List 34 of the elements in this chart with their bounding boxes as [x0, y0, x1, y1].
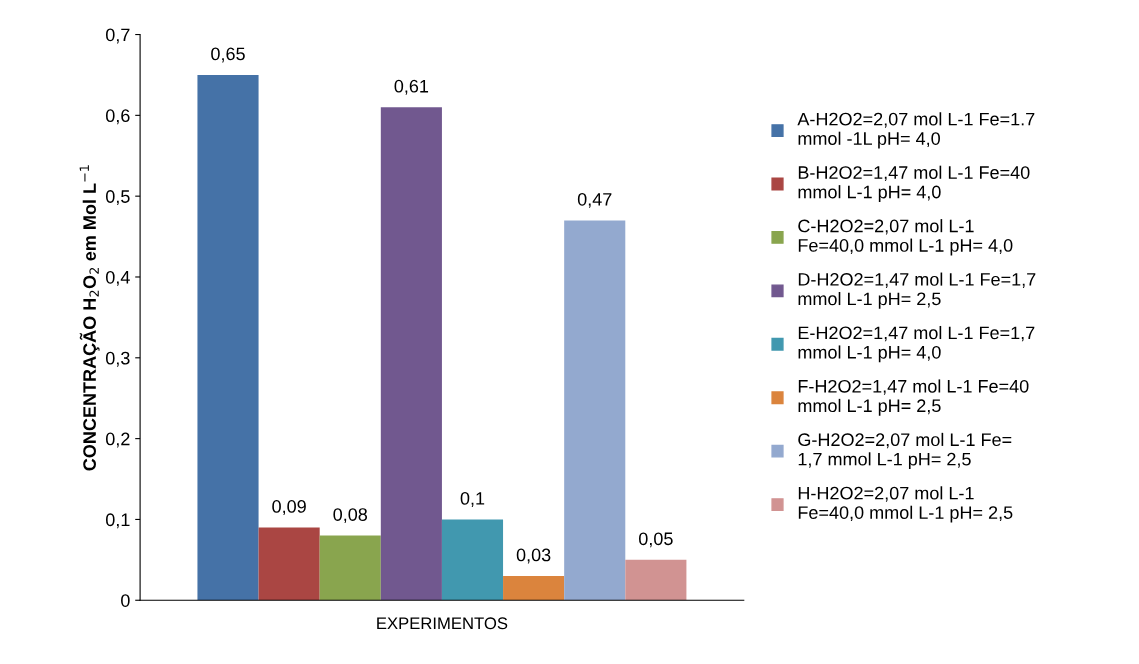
- y-tick-label: 0,7: [105, 28, 130, 44]
- y-tick-label: 0: [121, 594, 130, 607]
- data-label: 0,08: [333, 508, 368, 524]
- y-tick-label: 0,3: [105, 351, 130, 367]
- y-axis-title: CONCENTRAÇÃO H$_{2}$O$_{2}$ em Mol L$^{−1}$: [79, 165, 100, 471]
- y-tick-label: 0,4: [105, 270, 130, 286]
- data-label: 0,09: [272, 500, 306, 515]
- y-tick-label: 0,5: [105, 190, 130, 206]
- legend-label: H-H2O2=2,07 mol L-1 Fe=40,0 mmol L-1 pH= 2,5: [798, 486, 1013, 523]
- data-label: 0,03: [516, 548, 551, 564]
- legend-label: D-H2O2=1,47 mol L-1 Fe=1,7 mmol L-1 pH= 2,5: [798, 272, 1036, 309]
- x-tick-label: EXPERIMENTOS: [377, 617, 508, 630]
- y-tick-label: 0,1: [105, 513, 130, 529]
- bar: [441, 519, 504, 601]
- data-label: 0,05: [638, 532, 673, 548]
- bar: [625, 559, 687, 601]
- data-label: 0,65: [211, 47, 245, 63]
- data-label: 0,61: [394, 79, 429, 95]
- bar: [380, 107, 442, 601]
- legend-label: C-H2O2=2,07 mol L-1 Fe=40,0 mmol L-1 pH= 4,0: [798, 219, 1013, 256]
- y-tick-label: 0,2: [105, 432, 130, 448]
- legend-label: A-H2O2=2,07 mol L-1 Fe=1.7 mmol -1L pH= 4,0: [797, 112, 1035, 149]
- bar: [197, 74, 259, 601]
- legend-label: F-H2O2=1,47 mol L-1 Fe=40 mmol L-1 pH= 2,5: [798, 379, 1029, 416]
- bar: [258, 527, 320, 601]
- data-label: 0,1: [460, 491, 485, 507]
- legend-label: B-H2O2=1,47 mol L-1 Fe=40 mmol L-1 pH= 4,0: [798, 165, 1030, 202]
- legend-label: E-H2O2=1,47 mol L-1 Fe=1,7 mmol L-1 pH= 4,0: [798, 325, 1035, 363]
- data-label: 0,47: [577, 192, 612, 208]
- bar: [319, 535, 381, 601]
- y-tick-label: 0,6: [105, 109, 130, 125]
- legend-label: G-H2O2=2,07 mol L-1 Fe= 1,7 mmol L-1 pH= 2,5: [798, 432, 1012, 470]
- bar: [564, 220, 626, 601]
- bar: [503, 576, 565, 601]
